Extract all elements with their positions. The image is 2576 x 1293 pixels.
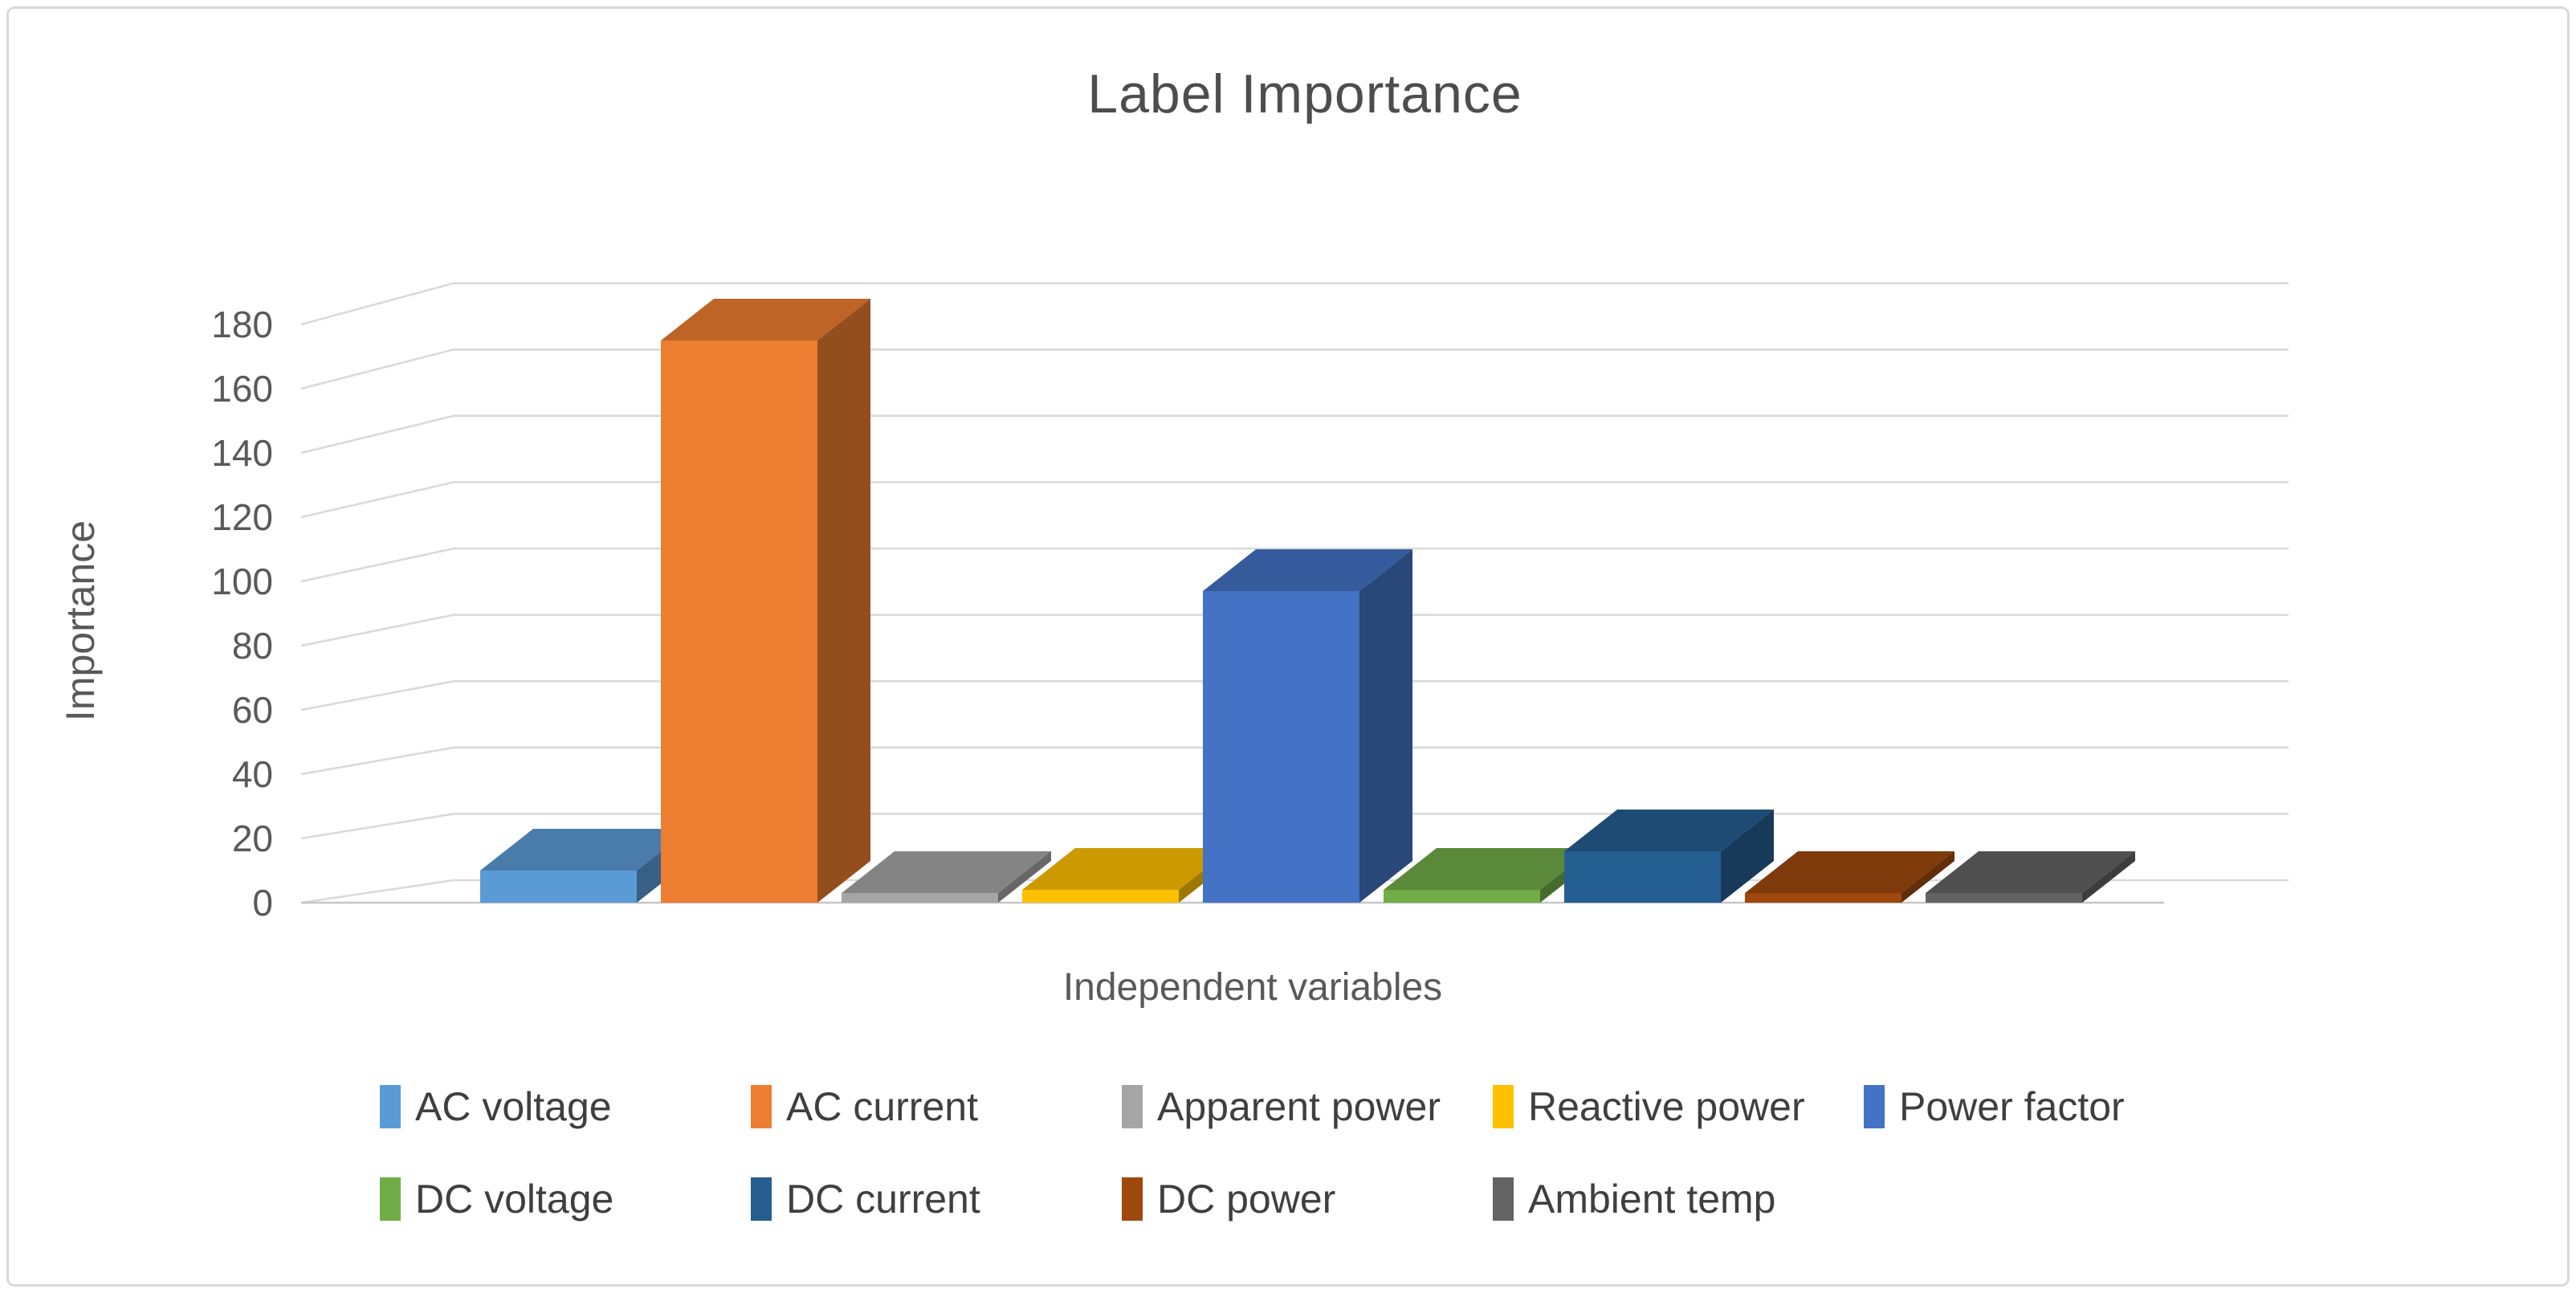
bar-top-face: [1564, 810, 1774, 851]
bar-top-face: [1926, 851, 2135, 893]
bar-top-face: [480, 829, 690, 871]
bar-dc-current: [1564, 810, 1774, 903]
bar-front-face: [842, 893, 998, 903]
y-tick-label-140: 140: [211, 432, 273, 474]
bar-dc-voltage: [1384, 848, 1593, 903]
y-axis-title: Importance: [58, 520, 103, 722]
legend-item-dc-voltage: DC voltage: [380, 1174, 613, 1224]
legend-label: Reactive power: [1528, 1084, 1805, 1129]
bar-top-face: [661, 299, 870, 341]
bar-front-face: [1564, 851, 1721, 903]
y-tick-label-60: 60: [231, 689, 273, 731]
legend-swatch-ac-current: [751, 1085, 772, 1128]
bar-side-face: [1901, 851, 1954, 903]
bar-front-face: [480, 871, 637, 903]
legend-label: DC current: [786, 1177, 980, 1222]
bar-top-face: [1384, 848, 1593, 890]
bar-ambient-temp: [1926, 851, 2135, 903]
legend-swatch-apparent-power: [1122, 1085, 1143, 1128]
bar-top-face: [1745, 851, 1954, 893]
bar-side-face: [998, 851, 1051, 903]
legend-item-dc-current: DC current: [751, 1174, 980, 1224]
bar-front-face: [1745, 893, 1901, 903]
legend-item-apparent-power: Apparent power: [1122, 1082, 1441, 1132]
legend-item-ac-current: AC current: [751, 1082, 978, 1132]
bar-top-face: [1203, 549, 1412, 591]
gridline-140: [300, 414, 2289, 455]
bar-reactive-power: [1022, 848, 1232, 903]
legend-label: AC voltage: [415, 1084, 612, 1129]
y-tick-label-160: 160: [211, 368, 273, 410]
gridlines: [300, 282, 2289, 904]
y-tick-label-20: 20: [231, 818, 273, 859]
bar-ac-current: [661, 299, 870, 903]
gridline-40: [300, 746, 2289, 776]
gridline-180: [300, 282, 2289, 326]
legend-item-dc-power: DC power: [1122, 1174, 1335, 1224]
y-tick-label-100: 100: [211, 561, 273, 602]
bar-dc-power: [1745, 851, 1954, 903]
bar-side-face: [1721, 810, 1774, 903]
legend-swatch-power-factor: [1864, 1085, 1885, 1128]
legend-label: DC voltage: [415, 1177, 614, 1222]
bar-front-face: [1926, 893, 2082, 903]
legend-swatch-ambient-temp: [1493, 1177, 1514, 1221]
legend-swatch-dc-current: [751, 1177, 772, 1221]
bar-power-factor: [1203, 549, 1412, 903]
bar-apparent-power: [842, 851, 1051, 903]
legend-item-power-factor: Power factor: [1864, 1082, 2125, 1132]
legend-swatch-ac-voltage: [380, 1085, 401, 1128]
gridline-120: [300, 481, 2289, 519]
chart-title: Label Importance: [1087, 63, 1522, 124]
legend-label: AC current: [786, 1084, 978, 1129]
bar-side-face: [817, 299, 870, 903]
gridline-60: [300, 679, 2289, 712]
legend-swatch-reactive-power: [1493, 1085, 1514, 1128]
legend-label: Ambient temp: [1528, 1177, 1776, 1222]
bar-ac-voltage: [480, 829, 690, 903]
legend-label: Apparent power: [1157, 1084, 1441, 1129]
legend-swatch-dc-power: [1122, 1177, 1143, 1221]
bar-front-face: [1384, 890, 1540, 903]
bar-front-face: [1022, 890, 1179, 903]
bar-top-face: [842, 851, 1051, 893]
gridline-100: [300, 547, 2289, 583]
legend-item-ambient-temp: Ambient temp: [1493, 1174, 1775, 1224]
y-tick-label-40: 40: [231, 753, 273, 795]
gridline-160: [300, 348, 2289, 390]
y-tick-label-80: 80: [231, 625, 273, 667]
gridline-80: [300, 614, 2289, 647]
bar-top-face: [1022, 848, 1232, 890]
legend-label: DC power: [1157, 1177, 1336, 1222]
bar-front-face: [1203, 591, 1359, 903]
legend-item-ac-voltage: AC voltage: [380, 1082, 612, 1132]
legend-label: Power factor: [1899, 1084, 2125, 1129]
y-tick-label-120: 120: [211, 496, 273, 538]
legend-item-reactive-power: Reactive power: [1493, 1082, 1805, 1132]
legend-swatch-dc-voltage: [380, 1177, 401, 1221]
bar-front-face: [661, 341, 817, 903]
y-tick-label-0: 0: [252, 882, 273, 924]
bar-side-face: [2082, 851, 2135, 903]
x-axis-title: Independent variables: [1062, 966, 1443, 1009]
y-tick-label-180: 180: [211, 304, 273, 345]
bar-side-face: [1359, 549, 1412, 903]
